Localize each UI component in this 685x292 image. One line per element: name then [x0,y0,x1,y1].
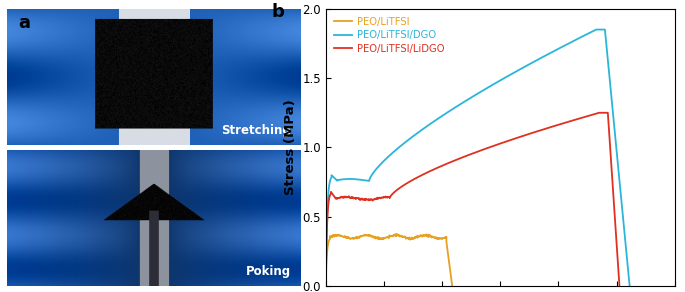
PEO/LiTFSI/DGO [503,74,512,78]
PEO/LiTFSI/LiDGO [615,284,623,288]
PEO/LiTFSI/LiDGO [481,147,489,151]
PEO/LiTFSI [400,235,408,238]
PEO/LiTFSI/LiDGO [608,166,616,169]
Text: Poking: Poking [246,265,291,278]
PEO/LiTFSI [448,284,456,288]
Text: a: a [18,14,31,32]
PEO/LiTFSI [347,237,356,240]
PEO/LiTFSI/DGO [574,37,582,41]
Text: b: b [272,3,284,21]
PEO/LiTFSI [393,232,401,236]
PEO/LiTFSI/DGO [374,165,382,168]
Line: PEO/LiTFSI/LiDGO: PEO/LiTFSI/LiDGO [325,113,619,286]
PEO/LiTFSI/DGO [400,141,408,145]
Legend: PEO/LiTFSI, PEO/LiTFSI/DGO, PEO/LiTFSI/LiDGO: PEO/LiTFSI, PEO/LiTFSI/DGO, PEO/LiTFSI/L… [331,14,447,57]
Y-axis label: Stress (MPa): Stress (MPa) [284,100,297,195]
PEO/LiTFSI [408,236,416,239]
PEO/LiTFSI/LiDGO [417,173,425,177]
PEO/LiTFSI/DGO [625,284,634,288]
PEO/LiTFSI/DGO [592,28,600,31]
PEO/LiTFSI [321,284,329,288]
PEO/LiTFSI/LiDGO [597,111,605,114]
Line: PEO/LiTFSI/DGO: PEO/LiTFSI/DGO [325,29,630,286]
PEO/LiTFSI [425,235,434,238]
Line: PEO/LiTFSI: PEO/LiTFSI [325,234,452,286]
PEO/LiTFSI/DGO [475,91,484,94]
PEO/LiTFSI [322,276,330,279]
PEO/LiTFSI/DGO [321,284,329,288]
Text: Stretching: Stretching [221,124,291,137]
PEO/LiTFSI/LiDGO [479,147,488,151]
PEO/LiTFSI/LiDGO [525,132,533,136]
PEO/LiTFSI/LiDGO [595,111,603,114]
PEO/LiTFSI [329,234,338,238]
PEO/LiTFSI/LiDGO [321,284,329,288]
PEO/LiTFSI/DGO [486,84,495,88]
